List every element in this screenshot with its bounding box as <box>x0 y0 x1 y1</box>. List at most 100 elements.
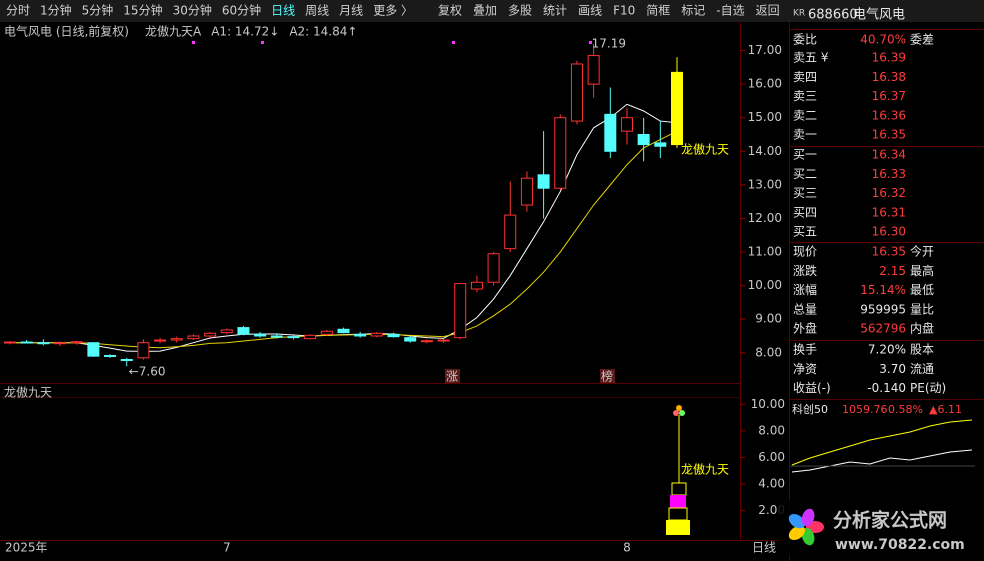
tool-button[interactable]: 复权 <box>438 4 462 18</box>
candle-body <box>637 133 650 146</box>
period-tab[interactable]: 分时 <box>6 4 30 18</box>
stat-label2: 最高 <box>910 263 934 278</box>
y-tick-label: 11.00 <box>748 245 782 259</box>
candle-body <box>37 342 50 345</box>
period-tab[interactable]: 周线 <box>305 4 329 18</box>
candle-body <box>520 177 533 206</box>
y-tick-label: 13.00 <box>748 177 782 191</box>
stat-label: 外盘 <box>793 321 817 336</box>
legend-entry: A1: 14.72↓ <box>211 25 279 39</box>
sell-label: 卖三 <box>793 89 817 103</box>
high-label: 17.19 <box>592 37 626 51</box>
stat-label2: 今开 <box>910 244 934 259</box>
candle-body <box>154 339 167 342</box>
candle-body <box>620 117 633 132</box>
candle-body <box>487 253 500 283</box>
period-tab[interactable]: 日线 <box>271 4 295 18</box>
x-tick-label: 2025年 <box>5 541 48 555</box>
period-tab[interactable]: 1分钟 <box>40 3 72 18</box>
buy-label: 买一 <box>793 148 817 162</box>
period-tab[interactable]: 15分钟 <box>123 3 162 18</box>
candle-body <box>237 327 250 335</box>
stat-label: 净资 <box>793 362 817 376</box>
candle-body <box>504 214 517 250</box>
candle-body <box>354 333 367 337</box>
index-name: 科创50 <box>792 402 828 416</box>
stat-value: 3.70 <box>879 362 906 376</box>
candle-body <box>137 342 150 359</box>
candle-body <box>587 55 600 85</box>
period-tab[interactable]: 60分钟 <box>222 3 261 18</box>
y-tick-label: 12.00 <box>748 211 782 225</box>
logo-petal <box>801 508 815 527</box>
sell-value: 16.37 <box>872 89 906 103</box>
stat-label2: 流通 <box>910 362 934 376</box>
stat-value: 16.35 <box>872 245 906 259</box>
candle-body <box>470 281 483 290</box>
candle-body <box>220 329 233 334</box>
candle-body <box>204 332 217 337</box>
stat-label2: 最低 <box>910 283 934 297</box>
buy-value: 16.33 <box>872 167 906 181</box>
marker-box <box>600 369 615 383</box>
tool-button[interactable]: 返回 <box>756 4 780 18</box>
period-tab[interactable]: 5分钟 <box>82 3 114 18</box>
stat-value: 15.14% <box>860 283 906 297</box>
tool-button[interactable]: 简框 <box>646 4 670 18</box>
candle-body <box>320 330 333 335</box>
tool-button[interactable]: F10 <box>613 4 635 18</box>
wei-label: 委比 <box>793 33 817 47</box>
logo-petal <box>788 513 806 529</box>
stat-label2: 内盘 <box>910 321 934 336</box>
sub-title: 龙傲九天 <box>4 385 52 400</box>
stat-label: 换手 <box>793 343 817 357</box>
marker: 涨 <box>446 369 458 384</box>
buy-label: 买五 <box>793 225 817 239</box>
tool-button[interactable]: 标记 <box>681 4 705 18</box>
x-tick-label: 7 <box>223 541 231 555</box>
buy-value: 16.34 <box>872 148 906 162</box>
period-label: 日线 <box>752 541 776 555</box>
stat-value: 562796 <box>860 322 906 336</box>
stat-label2: 股本 <box>910 343 934 357</box>
period-tab[interactable]: 月线 <box>339 4 363 18</box>
candle-body <box>304 334 317 340</box>
candle-body <box>54 342 67 345</box>
candle-body <box>387 333 400 338</box>
candle-body <box>671 71 683 146</box>
candle-body <box>420 340 433 343</box>
period-tab[interactable]: 30分钟 <box>173 3 212 18</box>
low-label: ←7.60 <box>129 365 166 379</box>
y-tick-label: 6.00 <box>758 450 785 464</box>
y-tick-label: 17.00 <box>748 43 782 57</box>
stat-value: 7.20% <box>868 343 906 357</box>
tool-button[interactable]: 叠加 <box>473 4 497 18</box>
ma-line <box>10 130 678 349</box>
stat-value: 2.15 <box>879 264 906 278</box>
buy-value: 16.31 <box>872 205 906 219</box>
sell-label: 卖四 <box>793 70 817 84</box>
y-tick-label: 4.00 <box>758 477 785 491</box>
y-tick-label: 10.00 <box>751 397 785 411</box>
index-pct: 0.58% <box>888 403 923 416</box>
stat-value: 959995 <box>860 302 906 316</box>
tool-button[interactable]: 统计 <box>543 4 567 18</box>
logo-petal <box>788 525 806 541</box>
candle-body <box>4 341 16 344</box>
candle-body <box>104 354 117 357</box>
marker-box <box>445 369 460 383</box>
tool-button[interactable]: -自选 <box>716 4 744 18</box>
tool-button[interactable]: 画线 <box>578 4 602 18</box>
chart-title: 电气风电 (日线,前复权) <box>4 24 129 39</box>
y-tick-label: 15.00 <box>748 110 782 124</box>
stat-label2: PE(动) <box>910 381 946 395</box>
watermark-url: www.70822.com <box>835 537 965 553</box>
candle-body <box>604 113 617 152</box>
period-tab[interactable]: 更多 〉 <box>373 4 413 18</box>
candle-body <box>337 328 350 334</box>
candle-body <box>254 333 267 337</box>
logo-petal <box>801 527 815 546</box>
candle-body <box>87 342 100 357</box>
tool-button[interactable]: 多股 <box>508 4 532 18</box>
